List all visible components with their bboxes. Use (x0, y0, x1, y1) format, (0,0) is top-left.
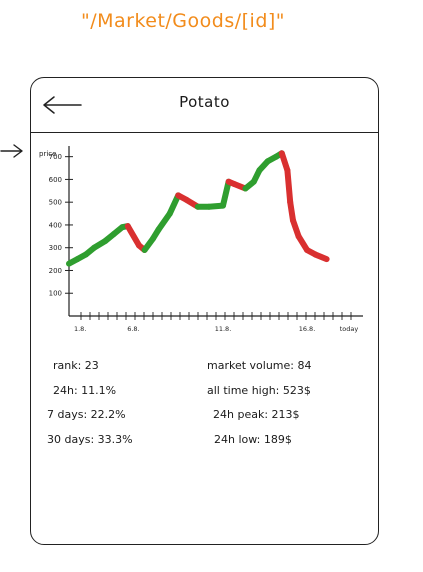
x-tick-label: 6.8. (127, 325, 139, 333)
change-30d-stat: 30 days: 33.3% (47, 433, 133, 446)
phone-frame: Potato price 100 200 300 400 500 600 700 1.8. 6.8… (30, 77, 379, 545)
price-line-down-segment (284, 167, 294, 206)
x-tick-label: 1.8. (74, 325, 86, 333)
rank-stat: rank: 23 (53, 359, 99, 372)
price-line-down-segment (124, 223, 142, 249)
y-tick-label: 400 (49, 221, 62, 229)
x-tick-label: 11.8. (215, 325, 232, 333)
market-volume-stat: market volume: 84 (207, 359, 312, 372)
page-title: Potato (179, 93, 230, 111)
price-chart: price 100 200 300 400 500 600 700 1.8. 6.8. 11.8. 1… (31, 133, 380, 343)
change-24h-stat: 24h: 11.1% (53, 384, 117, 397)
price-line-up-segment (220, 178, 232, 209)
peak-24h-stat: 24h peak: 213$ (213, 408, 300, 421)
arrow-left-icon[interactable] (41, 94, 85, 116)
arrow-right-icon (0, 144, 23, 158)
y-tick-label: 500 (49, 199, 62, 207)
y-axis-label: price (39, 150, 56, 158)
y-tick-label: 700 (49, 153, 62, 161)
y-tick-label: 600 (49, 176, 62, 184)
y-tick-label: 100 (49, 290, 62, 298)
price-line-up-segment (166, 192, 182, 217)
x-tick-label: 16.8. (299, 325, 316, 333)
change-7d-stat: 7 days: 22.2% (47, 408, 126, 421)
price-line-down-segment (287, 199, 296, 224)
header: Potato (31, 78, 378, 133)
low-24h-stat: 24h low: 189$ (214, 433, 292, 446)
x-tick-label: today (340, 325, 359, 333)
price-line-up-segment (155, 210, 173, 233)
price-line-down-segment (312, 251, 330, 263)
all-time-high-stat: all time high: 523$ (207, 384, 311, 397)
y-tick-label: 200 (49, 267, 62, 275)
y-tick-label: 300 (49, 244, 62, 252)
route-label: "/Market/Goods/[id]" (80, 10, 286, 32)
